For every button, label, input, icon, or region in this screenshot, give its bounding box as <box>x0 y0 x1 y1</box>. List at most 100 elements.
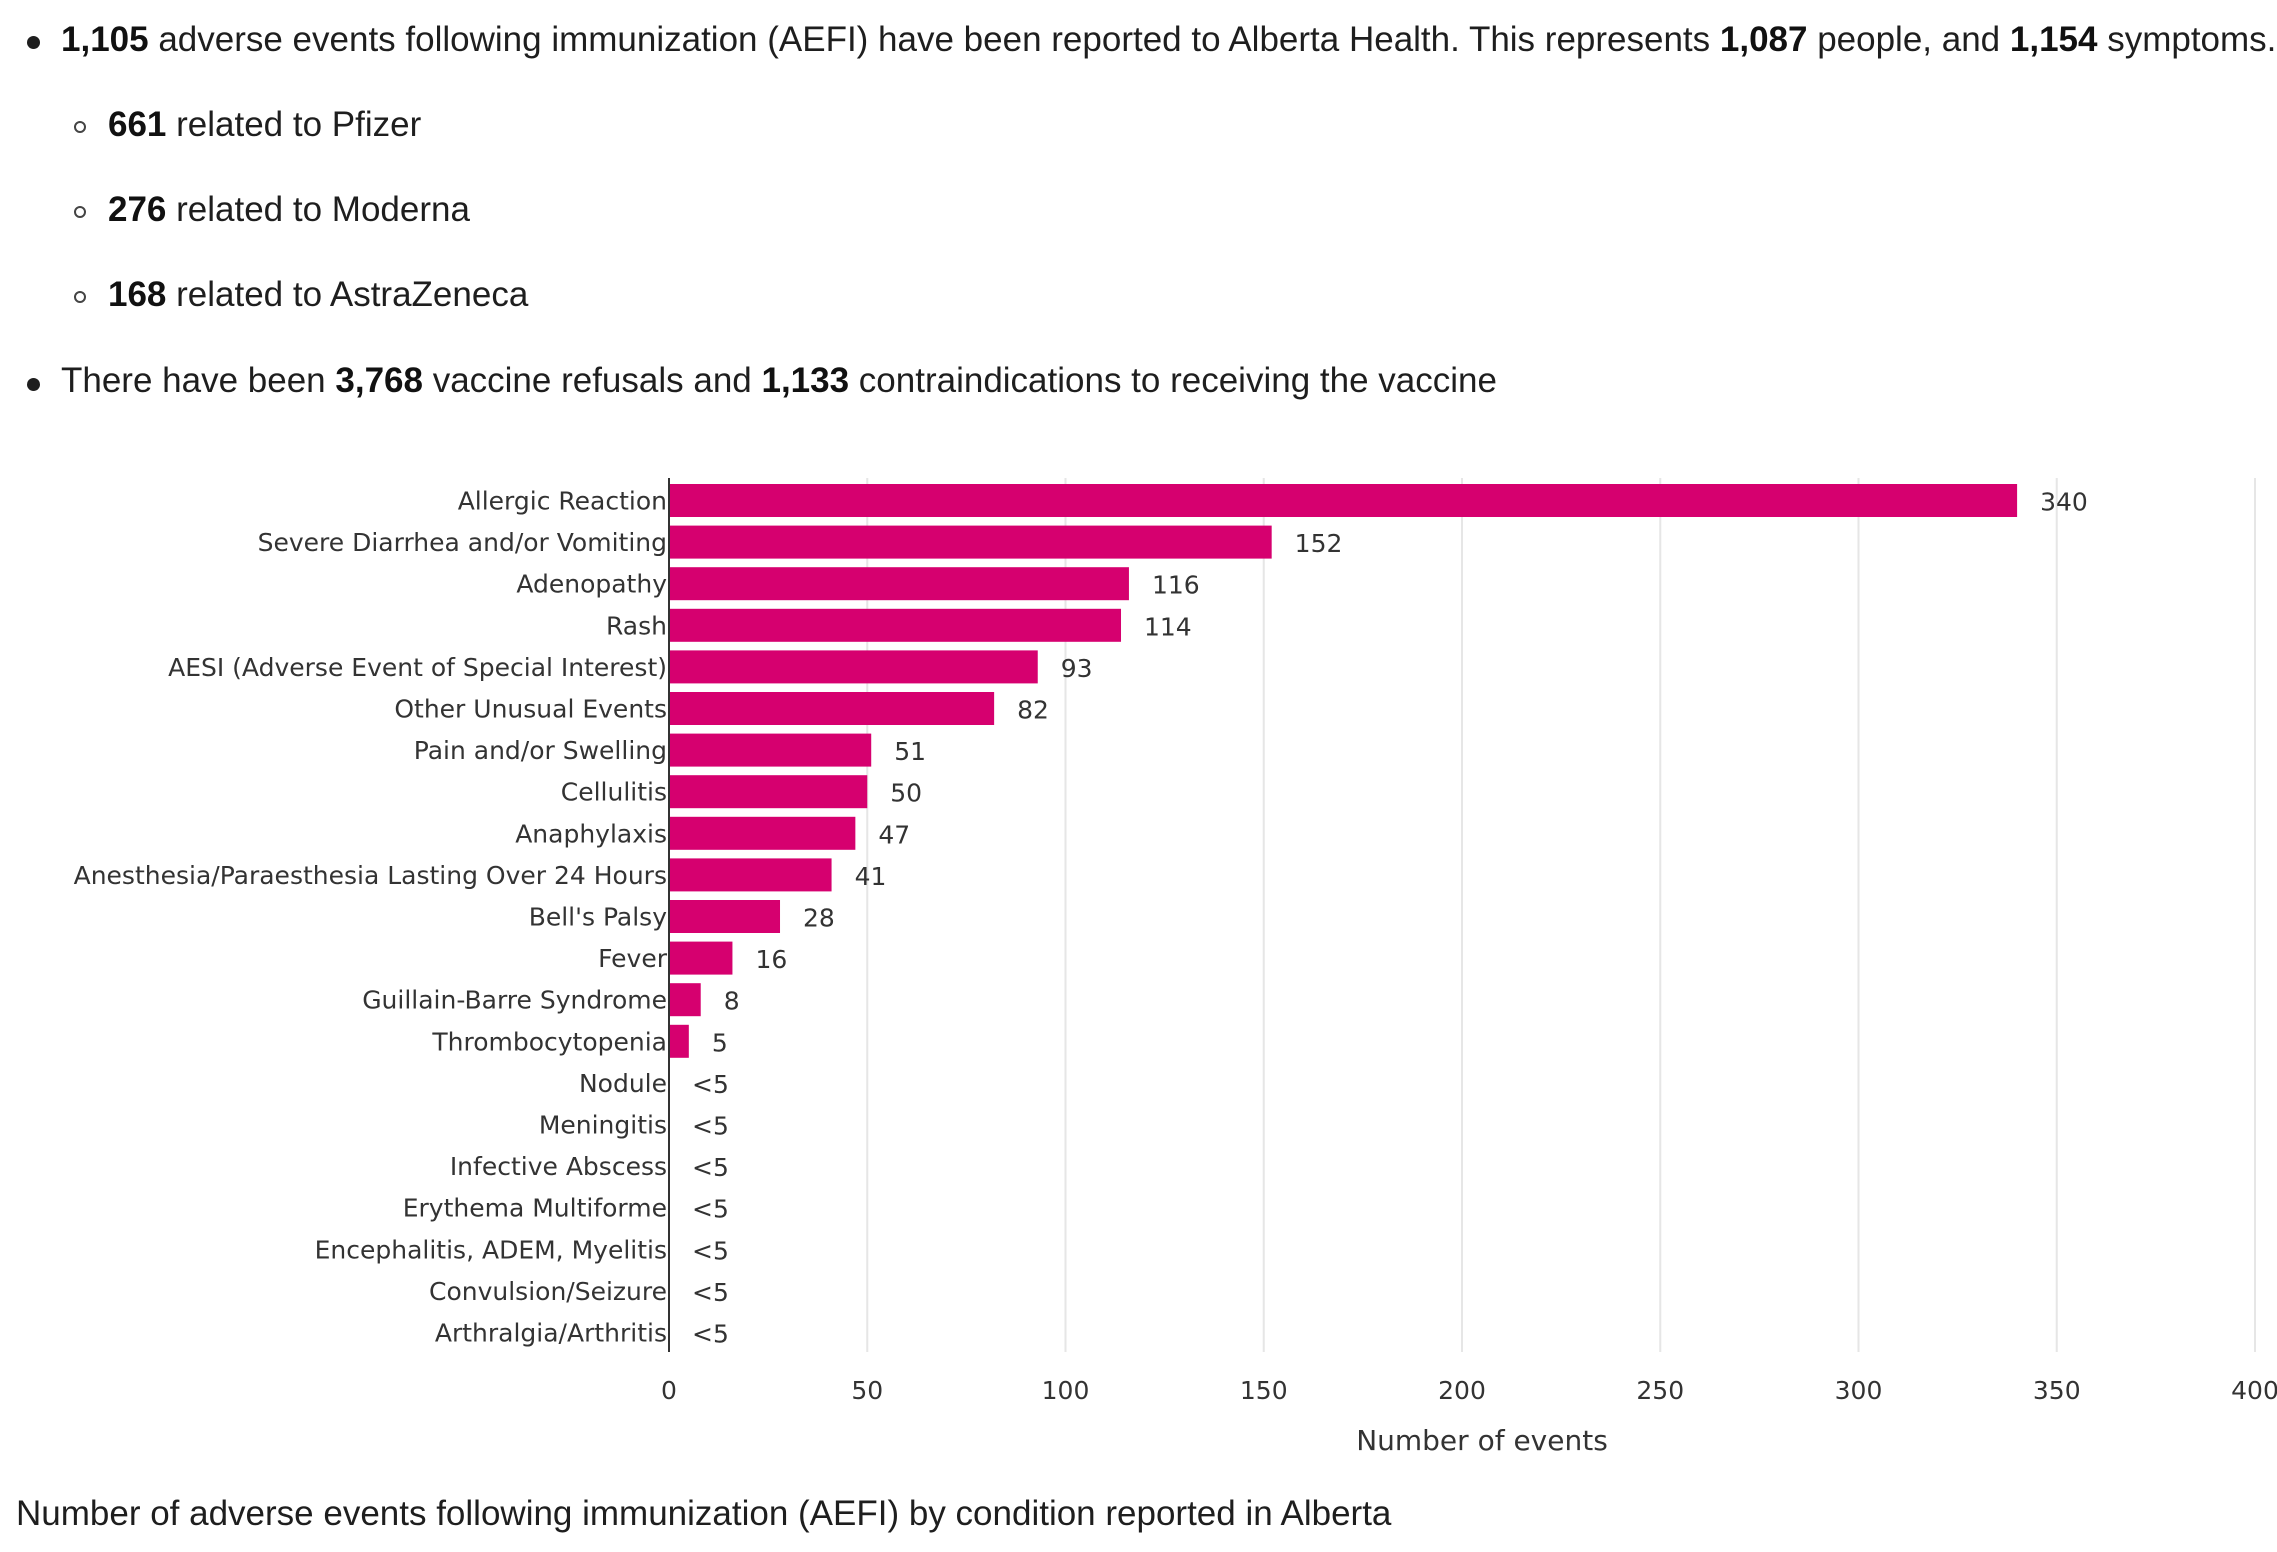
category-label: Anesthesia/Paraesthesia Lasting Over 24 … <box>74 861 667 890</box>
people-count: 1,087 <box>1719 20 1808 59</box>
data-label: 41 <box>855 862 887 891</box>
x-tick-label: 300 <box>1835 1376 1883 1405</box>
gridlines <box>866 478 2256 1352</box>
data-label: <5 <box>692 1112 729 1141</box>
category-label: Fever <box>598 944 668 973</box>
bullet-dot <box>27 36 40 49</box>
bar <box>669 983 701 1017</box>
pfizer-count: 661 <box>108 105 167 144</box>
aefi-text-1: adverse events following immunization (A… <box>148 20 1720 59</box>
data-label: 50 <box>890 779 922 808</box>
bar <box>669 775 868 809</box>
data-label: 152 <box>1295 529 1343 558</box>
category-label: Cellulitis <box>561 778 667 807</box>
bar <box>669 608 1122 642</box>
chart-caption: Number of adverse events following immun… <box>16 1494 1392 1533</box>
data-label: 8 <box>724 987 740 1016</box>
category-label: Encephalitis, ADEM, Myelitis <box>315 1235 667 1264</box>
bar <box>669 733 872 767</box>
data-label: <5 <box>692 1195 729 1224</box>
data-labels: 340 152 116 114 93 82 51 50 47 41 28 16 8 5 <5 <5 <5 <5 <5… <box>692 488 2088 1349</box>
bullet-dot <box>27 378 40 391</box>
bar <box>669 900 781 933</box>
category-label: Guillain-Barre Syndrome <box>362 986 667 1015</box>
category-label: Meningitis <box>539 1111 667 1140</box>
data-label: 16 <box>755 945 787 974</box>
x-tick-label: 0 <box>661 1376 677 1405</box>
bar <box>669 816 856 850</box>
aefi-count: 1,105 <box>61 20 149 59</box>
x-tick-label: 100 <box>1042 1376 1090 1405</box>
x-axis-title: Number of events <box>1356 1424 1608 1457</box>
bar <box>669 567 1129 601</box>
data-label: 114 <box>1144 612 1192 641</box>
astrazeneca-label: related to AstraZeneca <box>166 275 529 314</box>
category-label: Thrombocytopenia <box>431 1027 667 1056</box>
x-tick-label: 50 <box>851 1376 883 1405</box>
data-label: 28 <box>803 904 835 933</box>
summary-refusals-line: There have been 3,768 vaccine refusals a… <box>61 361 1497 401</box>
aefi-text-3: symptoms. <box>2097 20 2277 59</box>
moderna-label: related to Moderna <box>166 190 470 229</box>
refusals-text-1: vaccine refusals and <box>422 361 762 400</box>
category-label: Convulsion/Seizure <box>429 1277 667 1306</box>
refusals-text-2: contraindications to receiving the vacci… <box>849 361 1497 400</box>
category-label: Anaphylaxis <box>515 819 667 848</box>
sub-bullet-ring <box>74 291 86 303</box>
data-label: <5 <box>692 1153 729 1182</box>
bar <box>669 1024 689 1058</box>
contraindications-count: 1,133 <box>761 361 850 400</box>
data-label: 116 <box>1152 571 1200 600</box>
refusals-count: 3,768 <box>335 361 423 400</box>
sub-item-pfizer: 661 related to Pfizer <box>108 105 421 145</box>
category-label: Allergic Reaction <box>458 487 667 516</box>
category-label: Arthralgia/Arthritis <box>435 1319 667 1348</box>
x-tick-label: 200 <box>1438 1376 1486 1405</box>
data-label: <5 <box>692 1070 729 1099</box>
summary-aefi-line: 1,105 adverse events following immunizat… <box>61 20 2276 60</box>
data-label: <5 <box>692 1278 729 1307</box>
data-label: 340 <box>2040 488 2088 517</box>
category-label: Nodule <box>579 1069 667 1098</box>
x-tick-label: 400 <box>2231 1376 2277 1405</box>
astrazeneca-count: 168 <box>108 275 167 314</box>
category-label: Infective Abscess <box>450 1152 667 1181</box>
aefi-bar-chart: Allergic Reaction Severe Diarrhea and/or … <box>74 478 2277 1457</box>
data-label: 82 <box>1017 696 1049 725</box>
data-label: <5 <box>692 1236 729 1265</box>
x-tick-label: 250 <box>1636 1376 1684 1405</box>
bar <box>669 484 2018 517</box>
bars <box>669 484 2018 1058</box>
data-label: 47 <box>878 820 910 849</box>
sub-item-astrazeneca: 168 related to AstraZeneca <box>108 275 528 315</box>
sub-bullet-ring <box>74 121 86 133</box>
data-label: 93 <box>1061 654 1093 683</box>
category-label: Rash <box>606 611 667 640</box>
category-label: Erythema Multiforme <box>403 1194 667 1223</box>
bar <box>669 858 832 892</box>
category-label: Severe Diarrhea and/or Vomiting <box>258 528 667 557</box>
data-label: <5 <box>692 1320 729 1349</box>
bar <box>669 650 1038 684</box>
category-label: Adenopathy <box>516 570 667 599</box>
category-label: AESI (Adverse Event of Special Interest) <box>168 653 667 682</box>
x-tick-label: 350 <box>2033 1376 2081 1405</box>
refusals-text-0: There have been <box>61 361 336 400</box>
symptom-count: 1,154 <box>2009 20 2098 59</box>
aefi-text-2: people, and <box>1807 20 2010 59</box>
bar <box>669 941 733 975</box>
sub-item-moderna: 276 related to Moderna <box>108 190 470 230</box>
data-label: 51 <box>894 737 926 766</box>
sub-bullet-ring <box>74 206 86 218</box>
x-tick-label: 150 <box>1240 1376 1288 1405</box>
category-labels: Allergic Reaction Severe Diarrhea and/or … <box>74 487 668 1348</box>
data-label: 5 <box>712 1028 728 1057</box>
bar <box>669 525 1272 559</box>
moderna-count: 276 <box>108 190 167 229</box>
category-label: Other Unusual Events <box>394 695 667 724</box>
category-label: Bell's Palsy <box>529 903 668 932</box>
bar <box>669 692 995 725</box>
pfizer-label: related to Pfizer <box>166 105 422 144</box>
x-tick-labels: 0 50 100 150 200 250 300 350 400 <box>661 1376 2277 1405</box>
category-label: Pain and/or Swelling <box>414 736 667 765</box>
